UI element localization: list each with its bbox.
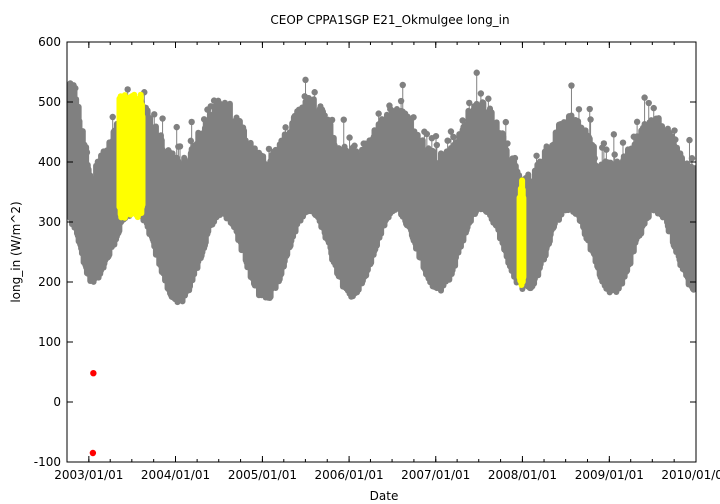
good-spike-point — [477, 90, 485, 97]
chart-title: CEOP CPPA1SGP E21_Okmulgee long_in — [270, 13, 509, 27]
good-spike-point — [265, 145, 273, 153]
good-spike-point — [568, 82, 575, 89]
good-spike-point — [671, 127, 678, 134]
good-spike-point — [611, 151, 618, 158]
y-tick-label: 300 — [38, 215, 61, 229]
series-questionable — [116, 91, 527, 288]
x-tick-label: 2008/01/01 — [488, 468, 557, 482]
good-spike-point — [450, 133, 457, 141]
good-spike-point — [587, 116, 594, 123]
x-tick-label: 2006/01/01 — [315, 468, 384, 482]
y-tick-label: 0 — [53, 395, 61, 409]
good-spike-point — [72, 85, 79, 92]
good-spike-point — [641, 94, 648, 101]
good-spike-point — [447, 128, 455, 135]
good-spike-point — [672, 136, 679, 143]
good-spike-point — [375, 110, 382, 117]
good-spike-point — [511, 154, 519, 162]
series-bad — [89, 370, 97, 457]
y-tick-label: -100 — [34, 455, 61, 469]
good-spike-point — [282, 124, 289, 131]
good-spike-point — [633, 118, 641, 126]
good-spike-point — [688, 155, 696, 162]
good-spike-point — [340, 116, 347, 123]
good-spike-point — [459, 117, 466, 124]
bad-point — [89, 449, 97, 457]
good-spike-point — [610, 131, 618, 138]
good-spike-point — [397, 97, 405, 105]
x-tick-label: 2010/01/01 — [661, 468, 720, 482]
good-spike-point — [311, 89, 318, 96]
good-spike-point — [504, 140, 511, 147]
good-spike-point — [575, 106, 583, 113]
good-spike-point — [176, 143, 184, 150]
bad-point — [90, 370, 97, 377]
series-good — [67, 69, 696, 306]
x-tick-label: 2009/01/01 — [575, 468, 644, 482]
x-tick-label: 2005/01/01 — [228, 468, 297, 482]
good-spike-point — [485, 95, 492, 102]
good-spike-point — [410, 114, 417, 121]
good-spike-point — [159, 115, 166, 122]
good-spike-point — [188, 118, 195, 126]
good-spike-point — [83, 149, 91, 156]
y-tick-label: 400 — [38, 155, 61, 169]
good-spike-point — [399, 81, 406, 89]
good-spike-point — [473, 69, 480, 76]
good-spike-point — [645, 99, 652, 107]
axes: -100 0 100 200 300 400 500 600 2003/01/01 2004/01… — [34, 35, 720, 482]
good-spike-point — [619, 139, 627, 146]
good-spike-point — [328, 116, 336, 124]
x-axis-label: Date — [370, 489, 399, 503]
good-spike-point — [432, 132, 440, 140]
good-spike-point — [502, 118, 510, 126]
y-tick-label: 200 — [38, 275, 61, 289]
good-spike-point — [686, 136, 693, 144]
good-spike-point — [433, 141, 441, 149]
good-spike-point — [321, 112, 328, 119]
y-axis-label: long_in (W/m^2) — [9, 201, 23, 302]
good-spike-point — [173, 123, 180, 131]
plot-frame — [66, 41, 697, 463]
x-tick-label: 2003/01/01 — [54, 468, 123, 482]
plot-area — [67, 69, 696, 457]
y-tick-label: 100 — [38, 335, 61, 349]
good-spike-point — [591, 155, 598, 162]
good-spike-point — [423, 130, 431, 138]
good-spike-point — [351, 142, 358, 149]
good-spike-point — [600, 140, 608, 147]
good-spike-point — [109, 113, 116, 121]
y-tick-label: 600 — [38, 35, 61, 49]
good-spike-point — [187, 137, 195, 145]
good-spike-point — [603, 146, 610, 153]
good-spike-point — [302, 76, 309, 84]
good-spike-point — [466, 99, 473, 107]
good-spike-point — [124, 86, 131, 93]
good-spike-point — [533, 152, 540, 159]
good-spike-point — [650, 104, 657, 112]
x-tick-label: 2004/01/01 — [141, 468, 210, 482]
good-spike-point — [444, 137, 451, 144]
good-spike-point — [151, 111, 158, 118]
y-tick-label: 500 — [38, 95, 61, 109]
good-spike-point — [346, 134, 353, 141]
good-spike-point — [586, 105, 593, 113]
x-tick-label: 2007/01/01 — [401, 468, 470, 482]
